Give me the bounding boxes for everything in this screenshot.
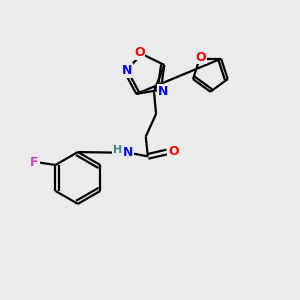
- Text: N: N: [123, 146, 133, 159]
- Text: O: O: [168, 145, 179, 158]
- Text: N: N: [158, 85, 168, 98]
- Text: O: O: [134, 46, 145, 59]
- Text: F: F: [29, 156, 38, 169]
- Text: O: O: [196, 51, 206, 64]
- Text: H: H: [112, 146, 122, 155]
- Text: N: N: [122, 64, 132, 77]
